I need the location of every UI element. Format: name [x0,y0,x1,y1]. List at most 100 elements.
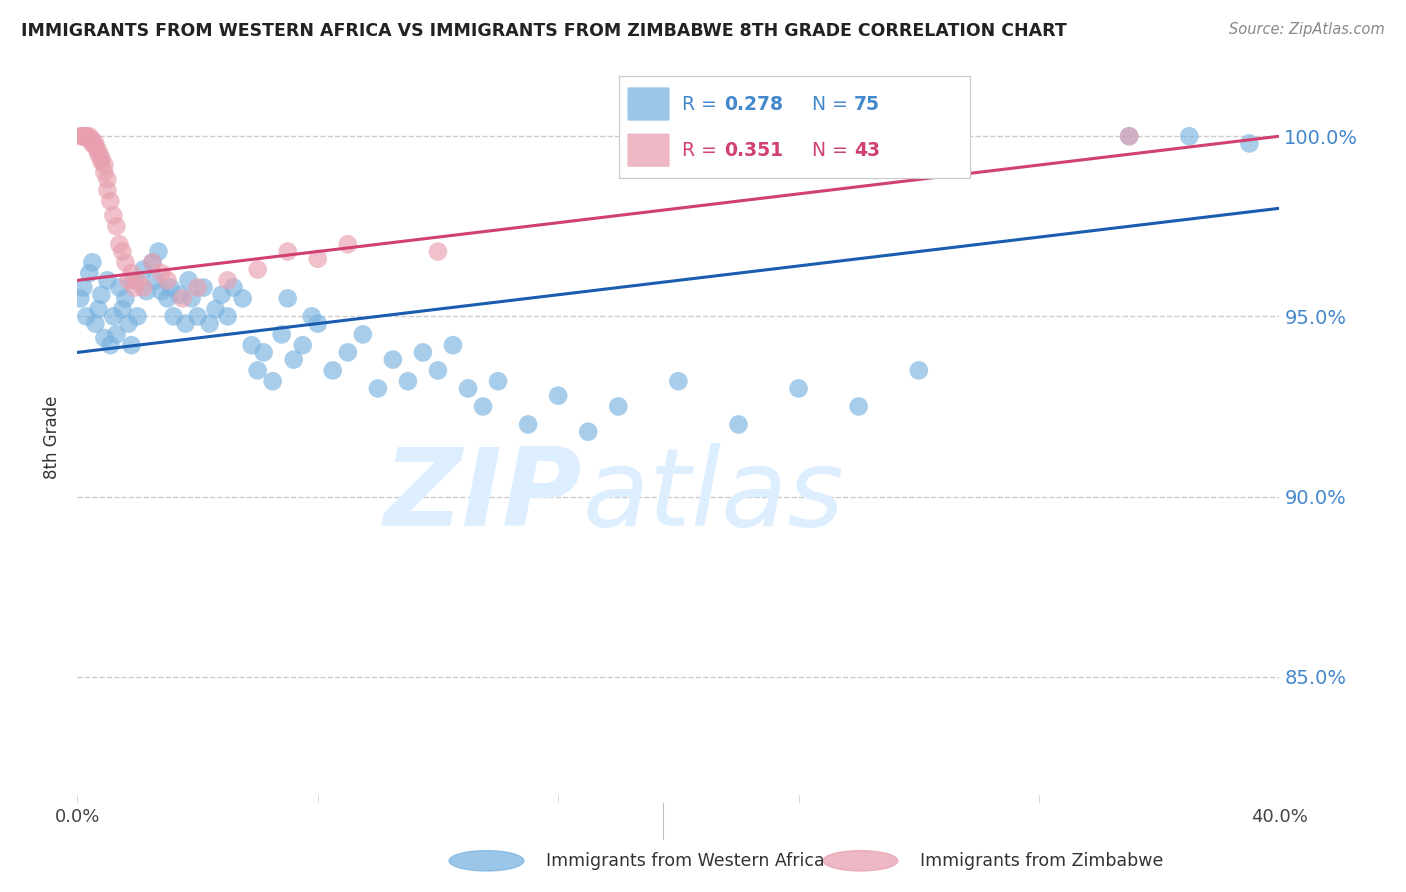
Text: 0.278: 0.278 [724,95,783,113]
Point [105,219,128,234]
Point [211,287,233,301]
Point [787,381,810,395]
Point [82,133,104,147]
FancyBboxPatch shape [627,87,669,120]
Point [427,244,450,259]
Point [262,374,284,388]
Point [111,302,134,317]
Point [174,317,197,331]
Point [270,327,292,342]
Point [246,363,269,377]
Point [117,273,139,287]
Point [111,244,134,259]
Point [336,237,359,252]
Point [457,381,479,395]
Point [124,273,146,287]
Point [75,310,97,324]
Point [472,400,495,414]
Point [547,389,569,403]
Point [908,363,931,377]
Point [291,338,314,352]
Point [336,345,359,359]
Point [322,363,344,377]
Point [187,310,209,324]
Point [87,144,110,158]
Point [381,352,404,367]
Point [848,400,870,414]
Point [120,266,142,280]
Point [135,284,157,298]
Point [486,374,509,388]
Text: R =: R = [682,95,723,113]
Text: N =: N = [813,95,853,113]
Point [277,244,299,259]
Point [84,317,107,331]
Point [90,154,112,169]
Point [148,244,170,259]
Point [668,133,690,147]
Point [84,140,107,154]
Point [1118,129,1140,144]
Y-axis label: 8th Grade: 8th Grade [44,395,62,479]
Point [367,381,389,395]
Point [169,287,191,301]
Point [96,183,118,197]
Point [114,291,136,305]
Point [72,280,94,294]
Point [412,345,434,359]
Text: atlas: atlas [582,443,844,548]
Point [180,291,202,305]
Point [150,284,173,298]
Point [307,252,329,266]
Point [232,291,254,305]
Point [103,310,125,324]
Point [576,425,599,439]
Point [277,291,299,305]
Text: N =: N = [813,141,853,160]
Point [127,273,149,287]
Point [517,417,540,432]
Point [217,273,239,287]
Point [108,280,131,294]
Point [79,133,101,147]
Text: Immigrants from Western Africa: Immigrants from Western Africa [546,852,824,870]
Point [127,310,149,324]
Point [108,237,131,252]
Point [668,374,690,388]
Point [82,136,104,151]
Point [204,302,226,317]
Point [441,338,464,352]
Point [96,273,118,287]
Point [132,280,155,294]
Point [141,255,163,269]
Point [69,129,91,144]
Point [352,327,374,342]
Text: IMMIGRANTS FROM WESTERN AFRICA VS IMMIGRANTS FROM ZIMBABWE 8TH GRADE CORRELATION: IMMIGRANTS FROM WESTERN AFRICA VS IMMIGR… [21,22,1067,40]
Point [727,417,749,432]
Point [150,266,173,280]
Point [217,310,239,324]
Point [87,302,110,317]
Point [132,262,155,277]
Point [198,317,221,331]
Point [93,165,115,179]
Point [222,280,245,294]
Text: 0.351: 0.351 [724,141,783,160]
Text: Immigrants from Zimbabwe: Immigrants from Zimbabwe [920,852,1163,870]
Point [117,317,139,331]
Text: R =: R = [682,141,723,160]
Point [87,147,110,161]
Point [72,129,94,144]
Point [90,151,112,165]
Circle shape [823,851,898,871]
Point [1118,129,1140,144]
Point [120,338,142,352]
Point [93,331,115,345]
Point [145,273,167,287]
Point [72,129,94,144]
Point [96,172,118,186]
Point [1178,129,1201,144]
Point [79,266,101,280]
Point [100,194,122,208]
Point [100,338,122,352]
